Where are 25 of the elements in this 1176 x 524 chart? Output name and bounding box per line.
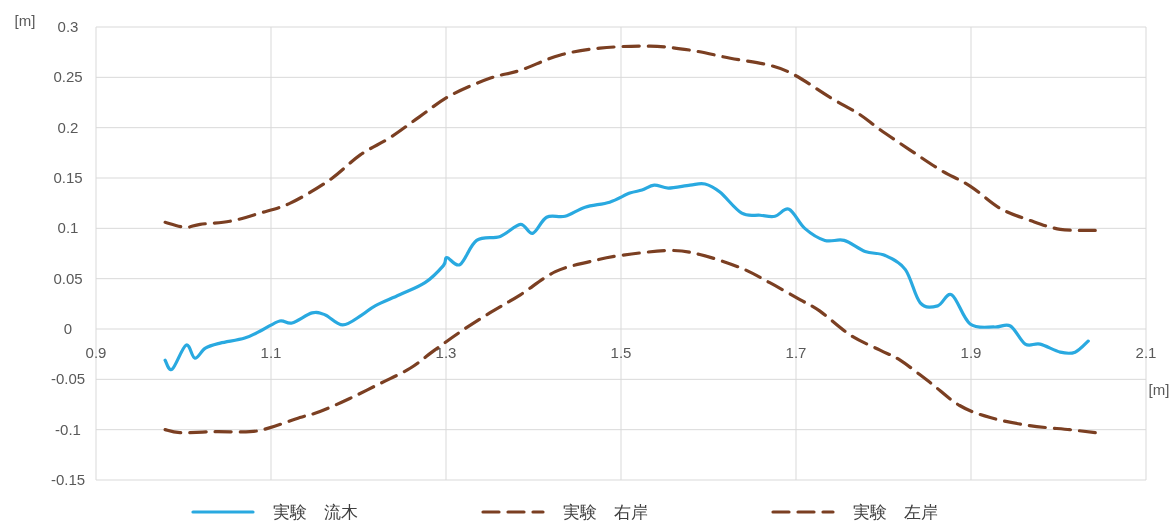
y-tick-label: 0.3 xyxy=(57,18,79,35)
x-tick-label: 0.9 xyxy=(85,344,107,361)
x-axis-title: [m] xyxy=(1148,381,1170,398)
y-tick-label: 0.15 xyxy=(53,169,83,186)
y-tick-label: 0.1 xyxy=(57,219,79,237)
y-tick-label: 0.2 xyxy=(57,118,79,136)
x-tick-label: 1.9 xyxy=(960,344,982,361)
line-series xyxy=(163,44,1097,232)
y-tick-label: 0 xyxy=(63,320,73,337)
x-tick-label: 1.1 xyxy=(260,344,282,361)
x-tick-label: 1.3 xyxy=(435,344,457,361)
y-tick-label: 0.25 xyxy=(53,68,83,86)
legend-label: 実験 右岸 xyxy=(563,503,648,522)
x-tick-label: 2.1 xyxy=(1135,344,1157,361)
y-tick-label: -0.1 xyxy=(55,420,81,438)
y-tick-label: -0.05 xyxy=(50,370,86,388)
line-series xyxy=(163,182,1090,372)
legend-label: 実験 左岸 xyxy=(853,503,938,522)
y-axis-title: [m] xyxy=(14,12,36,29)
x-tick-label: 1.5 xyxy=(610,344,632,361)
y-tick-label: -0.15 xyxy=(50,471,86,488)
legend-label: 実験 流木 xyxy=(273,503,358,522)
line-series xyxy=(163,248,1097,435)
x-tick-label: 1.7 xyxy=(785,344,807,361)
y-tick-label: 0.05 xyxy=(53,269,83,287)
